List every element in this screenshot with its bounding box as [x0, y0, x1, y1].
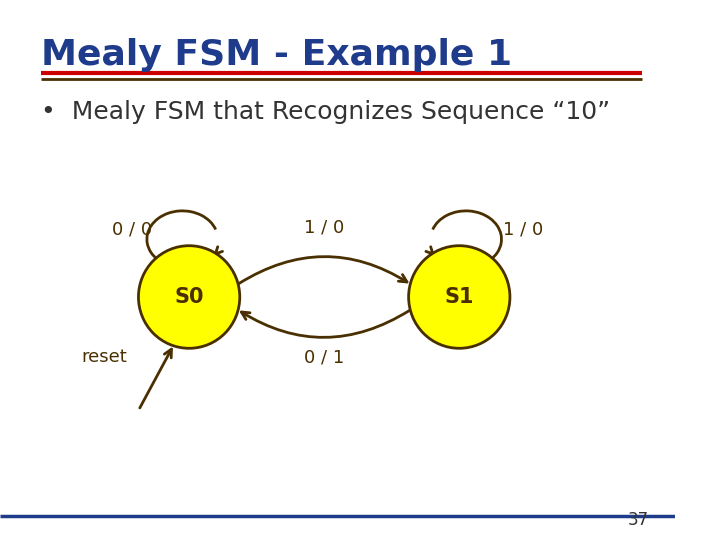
Text: •  Mealy FSM that Recognizes Sequence “10”: • Mealy FSM that Recognizes Sequence “10…: [40, 100, 610, 124]
Text: reset: reset: [82, 348, 127, 367]
Text: 37: 37: [627, 511, 649, 529]
Ellipse shape: [409, 246, 510, 348]
Ellipse shape: [138, 246, 240, 348]
Text: 0 / 1: 0 / 1: [304, 348, 344, 367]
Text: 1 / 0: 1 / 0: [503, 220, 544, 239]
Text: 1 / 0: 1 / 0: [304, 219, 344, 237]
Text: S0: S0: [174, 287, 204, 307]
Text: S1: S1: [444, 287, 474, 307]
Text: 0 / 0: 0 / 0: [112, 220, 152, 239]
Text: Mealy FSM - Example 1: Mealy FSM - Example 1: [40, 38, 512, 72]
